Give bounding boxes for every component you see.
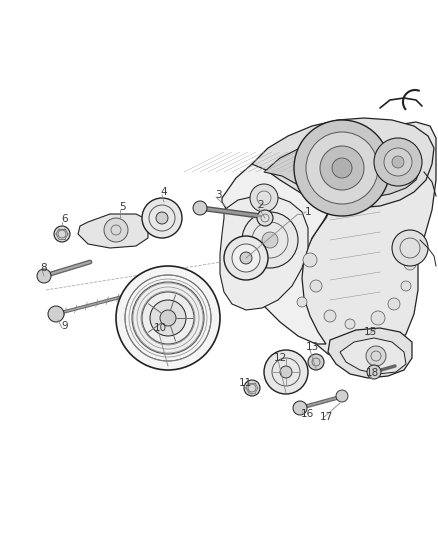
Circle shape [224, 236, 268, 280]
Text: 8: 8 [41, 263, 47, 273]
Circle shape [262, 232, 278, 248]
Circle shape [401, 281, 411, 291]
Circle shape [392, 156, 404, 168]
Circle shape [384, 148, 412, 176]
Polygon shape [220, 196, 308, 310]
Circle shape [306, 132, 378, 204]
Circle shape [297, 297, 307, 307]
Polygon shape [222, 152, 338, 344]
Circle shape [160, 310, 176, 326]
Text: 2: 2 [258, 200, 264, 210]
Circle shape [250, 184, 278, 212]
Text: 17: 17 [319, 412, 332, 422]
Circle shape [104, 218, 128, 242]
Circle shape [371, 311, 385, 325]
Text: 9: 9 [62, 321, 68, 331]
Text: 5: 5 [119, 202, 125, 212]
Circle shape [367, 365, 381, 379]
Circle shape [404, 258, 416, 270]
Text: 4: 4 [161, 187, 167, 197]
Text: 10: 10 [153, 323, 166, 333]
Text: 11: 11 [238, 378, 251, 388]
Circle shape [142, 198, 182, 238]
Circle shape [320, 146, 364, 190]
Circle shape [332, 158, 352, 178]
Circle shape [244, 380, 260, 396]
Text: 6: 6 [62, 214, 68, 224]
Circle shape [294, 120, 390, 216]
Circle shape [132, 282, 204, 354]
Circle shape [232, 244, 260, 272]
Circle shape [303, 253, 317, 267]
Circle shape [257, 210, 273, 226]
Polygon shape [78, 214, 148, 248]
Circle shape [336, 390, 348, 402]
Circle shape [308, 354, 324, 370]
Polygon shape [328, 328, 412, 378]
Polygon shape [252, 118, 434, 208]
Circle shape [366, 346, 386, 366]
Circle shape [280, 366, 292, 378]
Circle shape [388, 298, 400, 310]
Circle shape [293, 401, 307, 415]
Circle shape [310, 280, 322, 292]
Polygon shape [264, 140, 420, 198]
Circle shape [54, 226, 70, 242]
Text: 12: 12 [273, 353, 286, 363]
Circle shape [374, 138, 422, 186]
Text: 1: 1 [305, 207, 311, 217]
Circle shape [116, 266, 220, 370]
Circle shape [242, 212, 298, 268]
Circle shape [156, 212, 168, 224]
Circle shape [392, 230, 428, 266]
Circle shape [345, 319, 355, 329]
Text: 3: 3 [215, 190, 221, 200]
Polygon shape [294, 122, 436, 360]
Circle shape [37, 269, 51, 283]
Circle shape [193, 201, 207, 215]
Circle shape [264, 350, 308, 394]
Text: 13: 13 [305, 342, 318, 352]
Circle shape [150, 300, 186, 336]
Text: 15: 15 [364, 327, 377, 337]
Polygon shape [350, 332, 410, 370]
Text: 16: 16 [300, 409, 314, 419]
Text: 18: 18 [365, 368, 378, 378]
Circle shape [48, 306, 64, 322]
Polygon shape [340, 338, 406, 374]
Circle shape [240, 252, 252, 264]
Circle shape [324, 310, 336, 322]
